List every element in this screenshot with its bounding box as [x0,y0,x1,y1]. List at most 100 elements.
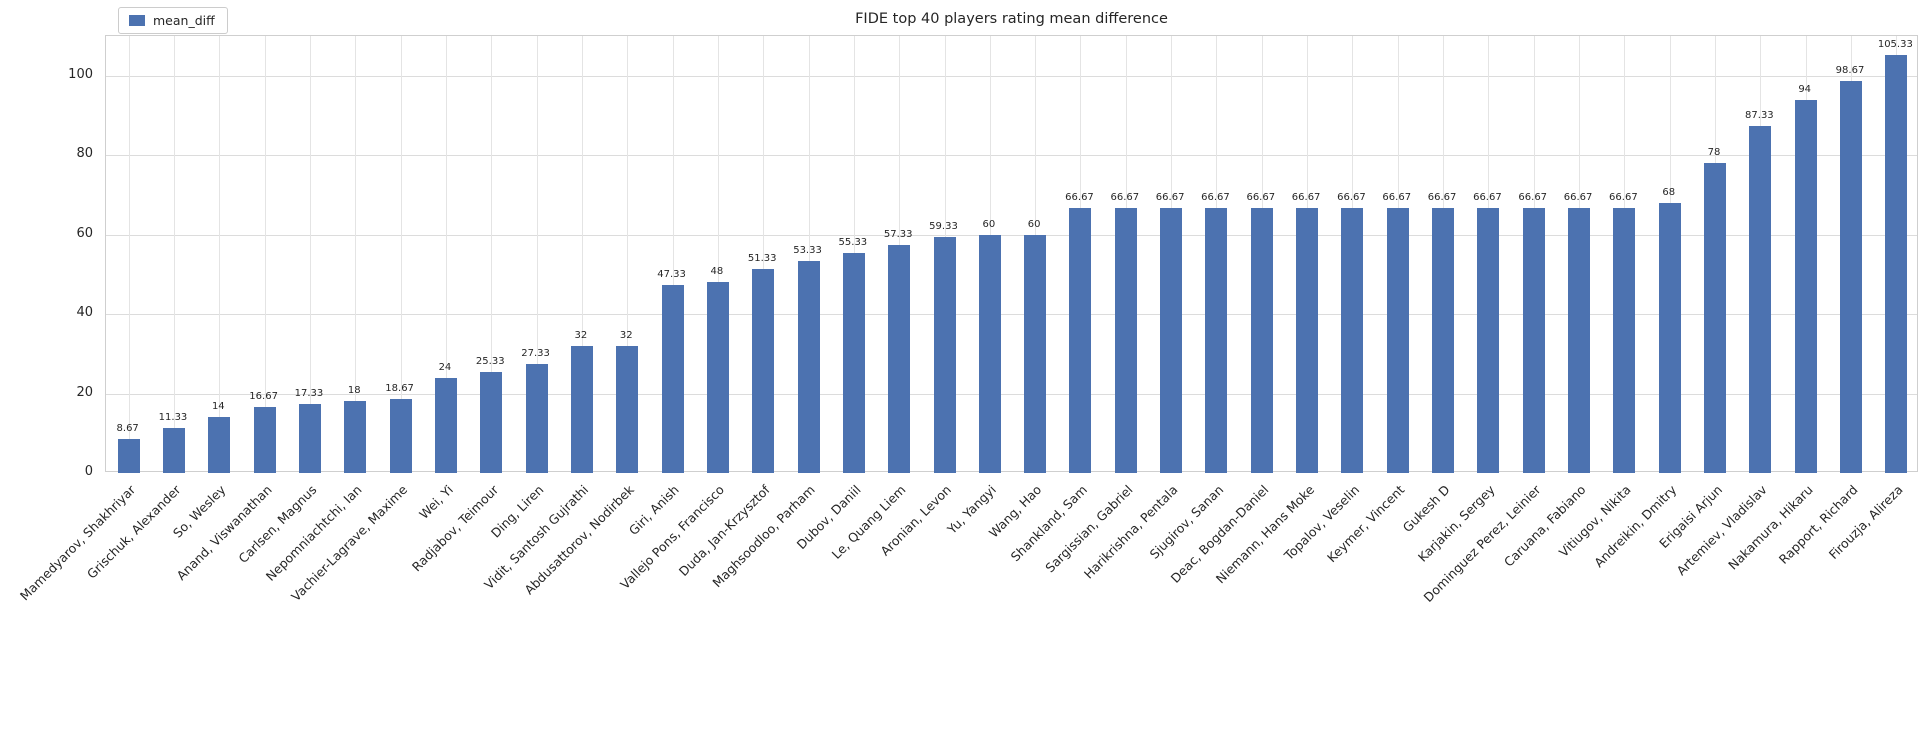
bar [525,364,548,473]
bar-value-label: 57.33 [883,229,913,241]
chart-title: FIDE top 40 players rating mean differen… [855,11,1168,27]
gridline-v [672,36,674,471]
bar-value-label: 25.33 [475,356,505,368]
x-tick-label: Nakamura, Hikaru [1724,482,1816,573]
bar [1568,208,1591,473]
bar [389,398,412,473]
y-tick-label: 80 [76,146,93,162]
x-tick-label: Keymer, Vincent [1324,482,1408,566]
plot-area [105,35,1918,473]
bar-value-label: 27.33 [521,348,550,360]
y-tick-label: 40 [76,305,93,321]
bar-value-label: 17.33 [294,388,324,400]
bar-value-label: 66.67 [1110,192,1140,204]
bar-value-label: 66.67 [1518,192,1548,204]
gridline-v [536,36,538,471]
y-tick-label: 60 [76,225,93,241]
x-tick-label: Carlsen, Magnus [235,482,320,567]
x-tick-label: Radjabov, Teimour [408,482,501,575]
bar [1386,208,1409,473]
x-tick-label: Wei, Yi [415,482,456,522]
legend-label: mean_diff [153,13,215,28]
bar-value-label: 78 [1707,147,1721,159]
gridline-h [106,234,1917,236]
bar-value-label: 94 [1798,83,1812,95]
bar [1477,208,1500,473]
gridline-v [717,36,719,471]
bar-value-label: 47.33 [657,268,686,280]
legend-marker-icon [129,15,145,26]
bar-value-label: 66.67 [1291,192,1321,204]
gridline-v [355,36,357,471]
bar-value-label: 59.33 [929,221,958,233]
x-tick-label: Caruana, Fabiano [1500,482,1589,570]
gridline-v [128,36,130,471]
bar [933,237,956,473]
x-tick-label: Andreikin, Dmitry [1591,482,1680,571]
bar [570,345,593,473]
bar-value-label: 18.67 [385,382,414,394]
gridline-h [106,155,1917,157]
gridline-v [763,36,765,471]
bar [661,284,684,473]
bar [752,269,775,473]
bar [1522,208,1545,473]
bar-value-label: 32 [619,329,633,341]
bar-value-label: 8.67 [116,422,139,434]
bar-value-label: 16.67 [249,390,278,402]
bar-value-label: 66.67 [1201,192,1230,204]
gridline-v [264,36,266,471]
bar-value-label: 66.67 [1427,192,1457,204]
bar-value-label: 24 [438,361,452,373]
y-tick-label: 20 [76,384,93,400]
bar-value-label: 18 [347,385,361,397]
y-tick-label: 0 [84,464,93,479]
y-tick-label: 100 [68,66,93,82]
x-tick-label: Rapport, Richard [1775,482,1861,567]
bar [253,406,276,473]
bar-value-label: 66.67 [1065,192,1094,204]
bar-value-label: 60 [982,218,996,230]
gridline-v [491,36,493,471]
bar [434,377,457,473]
gridline-v [808,36,810,471]
gridline-v [173,36,175,471]
bar-value-label: 66.67 [1155,192,1185,204]
bar [978,234,1001,473]
gridline-h [106,314,1917,316]
bar [117,438,140,473]
bar-value-label: 55.33 [838,237,868,249]
bar-value-label: 68 [1662,186,1676,198]
bar [888,245,911,473]
bar [208,417,231,473]
bar [480,372,503,473]
bar [1160,208,1183,473]
gridline-v [581,36,583,471]
gridline-v [627,36,629,471]
bar-value-label: 32 [574,329,588,341]
bar [842,253,865,473]
gridline-h [106,75,1917,77]
bar [1749,126,1772,473]
bar [1432,208,1455,473]
bar-value-label: 66.67 [1382,192,1412,204]
bar [344,401,367,473]
bar-value-label: 14 [211,401,225,413]
gridline-v [219,36,221,471]
bar-value-label: 66.67 [1563,192,1593,204]
gridline-v [400,36,402,471]
bar-value-label: 11.33 [158,411,188,423]
bar-value-label: 48 [710,266,724,278]
bar [1296,208,1319,473]
bar [797,261,820,473]
bar-value-label: 98.67 [1835,65,1865,76]
bar [1024,234,1047,473]
gridline-h [106,393,1917,395]
gridline-v [309,36,311,471]
bar [1885,54,1908,473]
bar [706,282,729,473]
bar [1613,208,1636,473]
bar-value-label: 105.33 [1877,38,1913,50]
bar [298,404,321,473]
